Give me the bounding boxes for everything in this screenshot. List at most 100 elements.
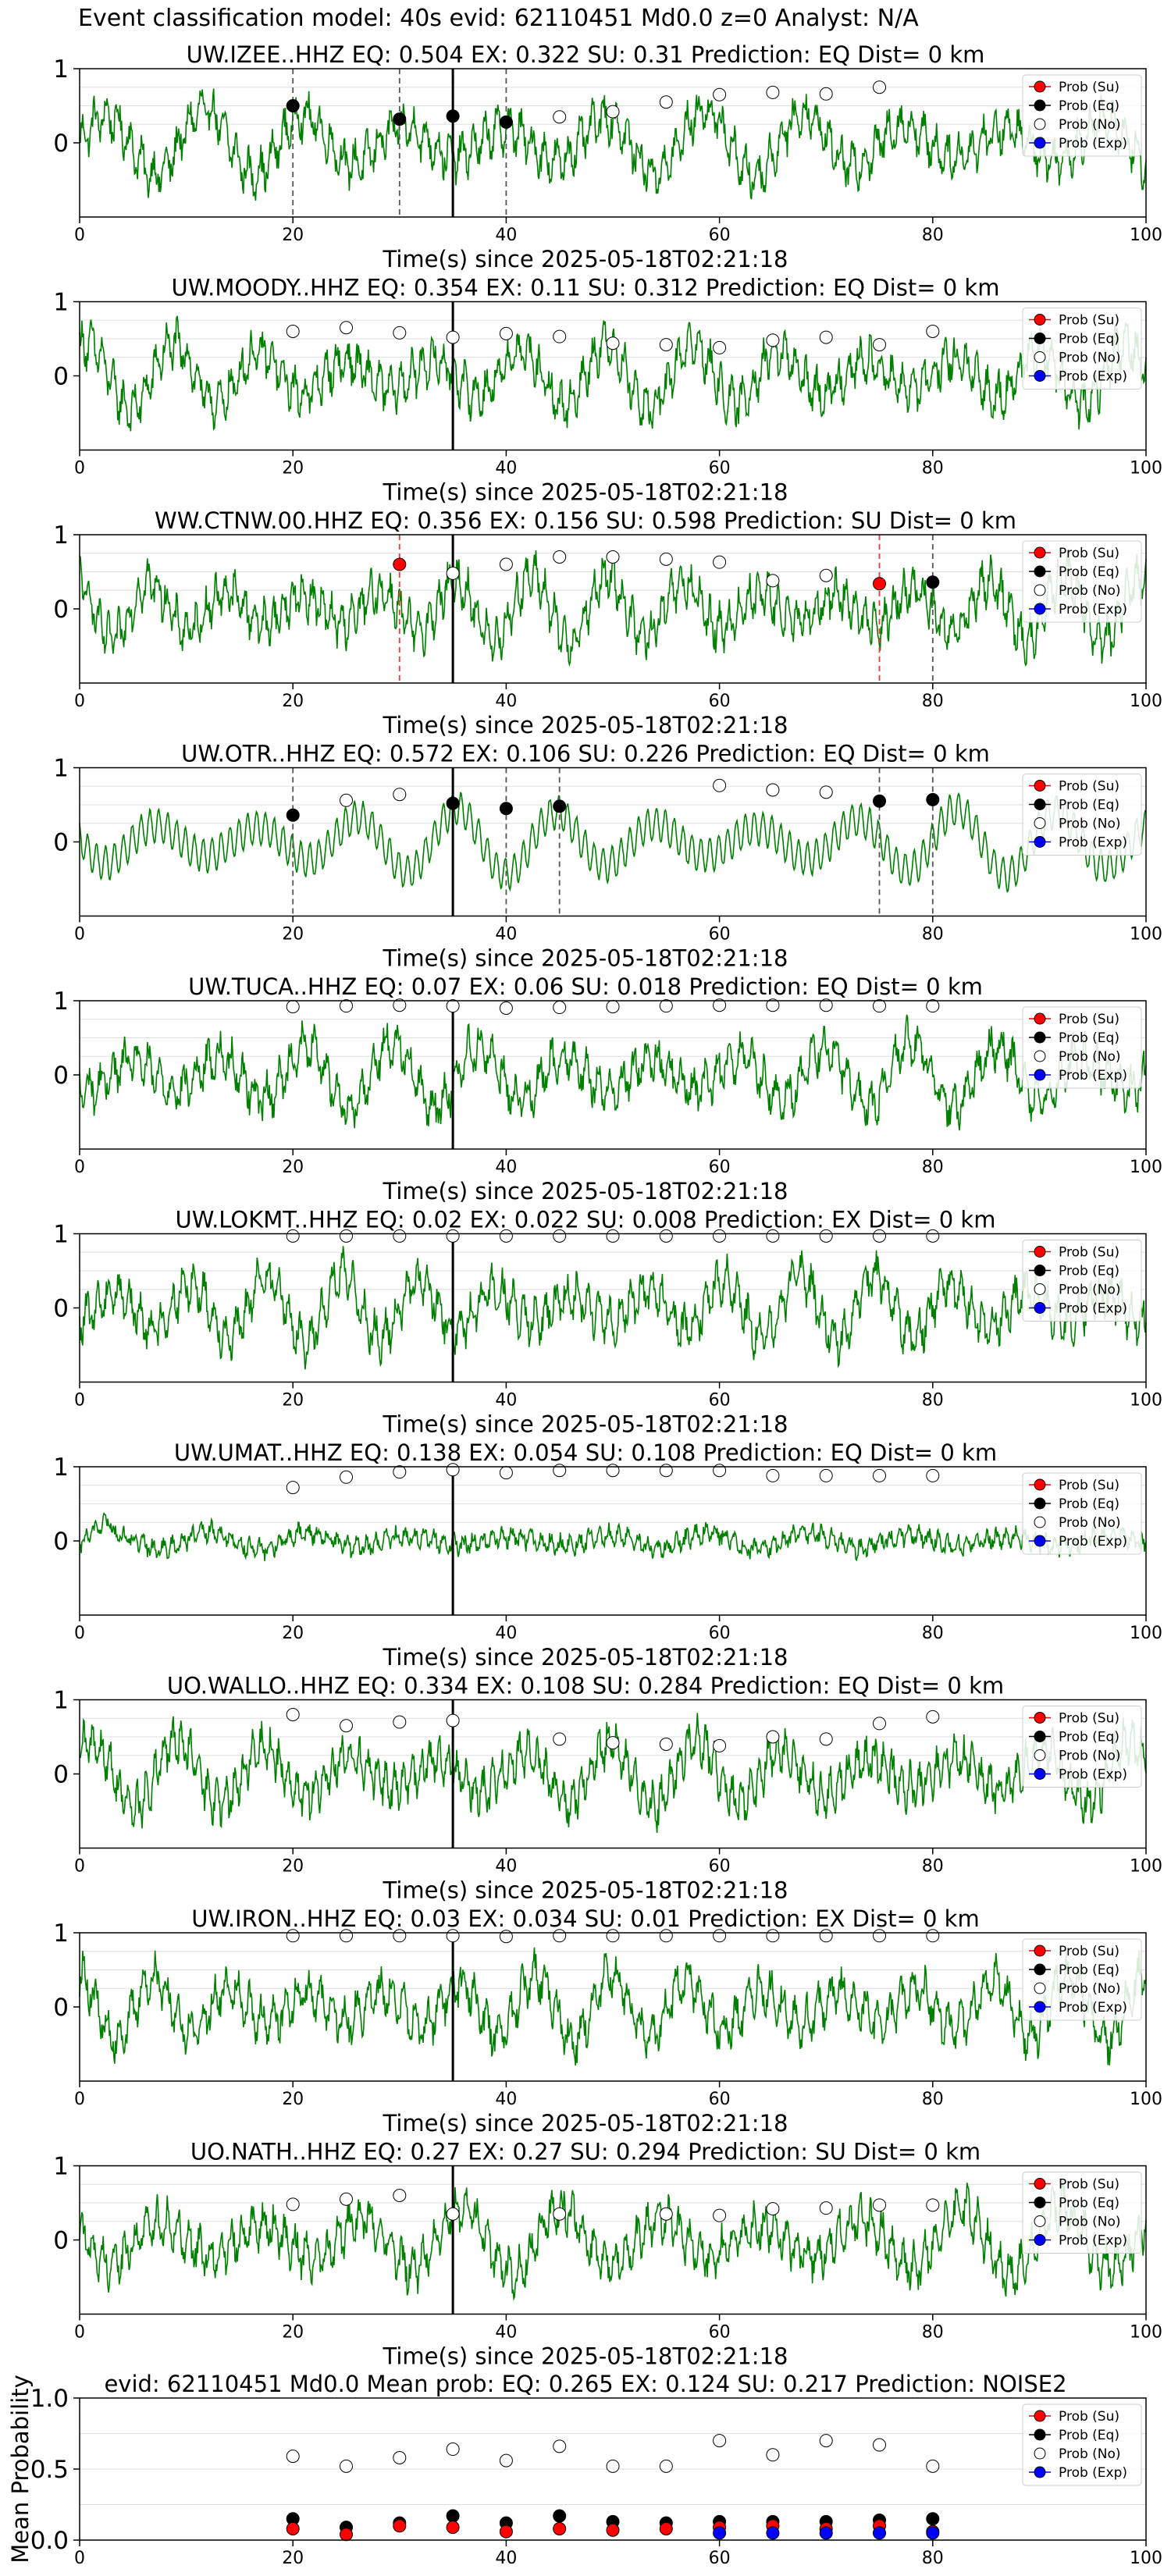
mean-prob-marker-su bbox=[606, 2523, 620, 2537]
y-tick-label: 0 bbox=[53, 596, 69, 624]
prob-marker-no bbox=[659, 999, 673, 1013]
prob-marker-no bbox=[819, 785, 833, 799]
panel-title: UW.TUCA..HHZ EQ: 0.07 EX: 0.06 SU: 0.018… bbox=[188, 973, 983, 1000]
legend-marker-eq bbox=[1034, 333, 1046, 344]
prob-marker-no bbox=[766, 333, 780, 347]
legend-marker-eq bbox=[1034, 1031, 1046, 1044]
y-tick-label: 0 bbox=[53, 130, 69, 158]
legend-marker-no bbox=[1034, 2447, 1046, 2460]
prob-marker-eq bbox=[446, 796, 460, 810]
prob-marker-no bbox=[393, 2189, 407, 2202]
x-tick-label: 20 bbox=[282, 2323, 304, 2343]
legend-label-exp: Prob (Exp) bbox=[1059, 2465, 1127, 2481]
x-tick-label: 20 bbox=[282, 226, 304, 245]
prob-marker-no bbox=[819, 330, 833, 344]
legend-marker-su bbox=[1034, 780, 1046, 792]
axes-frame bbox=[79, 1000, 1147, 1150]
legend-marker-su bbox=[1034, 1712, 1046, 1724]
x-tick-label: 0 bbox=[74, 1391, 85, 1411]
legend-label-eq: Prob (Eq) bbox=[1059, 798, 1119, 813]
prob-marker-no bbox=[819, 87, 833, 101]
waveform-panel-5: UW.TUCA..HHZ EQ: 0.07 EX: 0.06 SU: 0.018… bbox=[53, 973, 1162, 1204]
prob-marker-no bbox=[393, 1229, 407, 1243]
prob-marker-no bbox=[606, 1464, 620, 1478]
legend-marker-eq bbox=[1034, 1731, 1046, 1742]
x-tick-label: 100 bbox=[1130, 1158, 1162, 1177]
prob-marker-no bbox=[713, 998, 727, 1012]
prob-marker-no bbox=[873, 999, 886, 1013]
prob-marker-eq bbox=[446, 109, 460, 123]
prob-marker-no bbox=[286, 1929, 300, 1943]
legend-label-eq: Prob (Eq) bbox=[1059, 564, 1119, 580]
waveform-trace bbox=[79, 315, 1147, 432]
x-tick-label: 0 bbox=[74, 1158, 85, 1177]
waveform-trace bbox=[79, 549, 1147, 667]
prob-marker-no bbox=[340, 1929, 353, 1943]
panel-title: UW.LOKMT..HHZ EQ: 0.02 EX: 0.022 SU: 0.0… bbox=[176, 1207, 996, 1233]
axes-frame bbox=[79, 1233, 1147, 1383]
prob-marker-no bbox=[713, 1929, 727, 1943]
legend-box bbox=[1022, 774, 1142, 856]
x-tick-label: 100 bbox=[1130, 1624, 1162, 1643]
prob-marker-no bbox=[713, 555, 727, 569]
x-tick-label: 80 bbox=[922, 692, 944, 711]
prob-marker-no bbox=[873, 2198, 886, 2212]
legend-box bbox=[1022, 308, 1142, 390]
legend-marker-exp bbox=[1034, 2234, 1046, 2246]
x-tick-label: 40 bbox=[495, 1624, 517, 1643]
prob-marker-no bbox=[766, 998, 780, 1012]
mean-probability-panel: evid: 62110451 Md0.0 Mean prob: EQ: 0.26… bbox=[7, 2371, 1162, 2568]
mean-prob-marker-eq bbox=[926, 2512, 940, 2526]
prob-marker-no bbox=[766, 1730, 780, 1744]
waveform-trace bbox=[79, 1713, 1147, 1833]
x-tick-label: 40 bbox=[495, 1391, 517, 1411]
x-axis-label: Time(s) since 2025-05-18T02:21:18 bbox=[383, 1877, 788, 1904]
x-tick-label: 60 bbox=[709, 1391, 731, 1411]
x-tick-label: 100 bbox=[1130, 1391, 1162, 1411]
legend-label-no: Prob (No) bbox=[1059, 1283, 1121, 1298]
x-tick-label: 100 bbox=[1130, 2090, 1162, 2109]
legend-marker-su bbox=[1034, 1944, 1046, 1957]
mean-prob-marker-su bbox=[659, 2521, 673, 2535]
x-tick-label: 20 bbox=[282, 925, 304, 945]
legend-marker-su bbox=[1034, 1012, 1046, 1025]
legend-marker-exp bbox=[1034, 370, 1046, 382]
x-axis-label: Time(s) since 2025-05-18T02:21:18 bbox=[383, 1178, 788, 1204]
prob-marker-no bbox=[340, 793, 353, 807]
waveform-panel-4: UW.OTR..HHZ EQ: 0.572 EX: 0.106 SU: 0.22… bbox=[53, 741, 1162, 972]
legend-label-exp: Prob (Exp) bbox=[1059, 1068, 1127, 1083]
legend-marker-su bbox=[1034, 1478, 1046, 1491]
x-tick-label: 60 bbox=[709, 226, 731, 245]
prob-marker-eq bbox=[873, 794, 886, 808]
y-tick-label: 0 bbox=[53, 1994, 69, 2022]
prob-marker-no bbox=[659, 552, 673, 566]
prob-marker-no bbox=[553, 329, 567, 343]
y-tick-label: 1 bbox=[53, 2153, 69, 2181]
mean-prob-marker-eq bbox=[553, 2509, 567, 2523]
mean-prob-marker-no bbox=[499, 2453, 513, 2467]
legend-marker-no bbox=[1034, 1050, 1046, 1062]
x-tick-label: 0 bbox=[74, 2323, 85, 2343]
mean-prob-marker-no bbox=[926, 2459, 940, 2473]
waveform-trace bbox=[79, 2180, 1147, 2301]
prob-marker-no bbox=[499, 1930, 513, 1944]
x-tick-label: 80 bbox=[922, 2549, 944, 2568]
legend-marker-exp bbox=[1034, 1768, 1046, 1780]
y-tick-label: 0 bbox=[53, 829, 69, 857]
legend-label-eq: Prob (Eq) bbox=[1059, 1962, 1119, 1978]
prob-marker-no bbox=[393, 998, 407, 1012]
mean-prob-marker-no bbox=[393, 2450, 407, 2464]
waveform-trace bbox=[79, 88, 1147, 201]
prob-marker-no bbox=[659, 95, 673, 109]
prob-marker-no bbox=[286, 1000, 300, 1014]
legend-marker-su bbox=[1034, 546, 1046, 559]
prob-marker-no bbox=[819, 1732, 833, 1746]
x-axis-label: Time(s) since 2025-05-18T02:21:18 bbox=[383, 2343, 788, 2370]
prob-marker-no bbox=[286, 2197, 300, 2211]
x-tick-label: 40 bbox=[495, 2090, 517, 2109]
legend-box bbox=[1022, 540, 1142, 623]
legend-marker-exp bbox=[1034, 2466, 1046, 2478]
prob-marker-eq bbox=[499, 115, 513, 129]
prob-marker-no bbox=[659, 2207, 673, 2221]
prob-marker-no bbox=[926, 1229, 940, 1243]
